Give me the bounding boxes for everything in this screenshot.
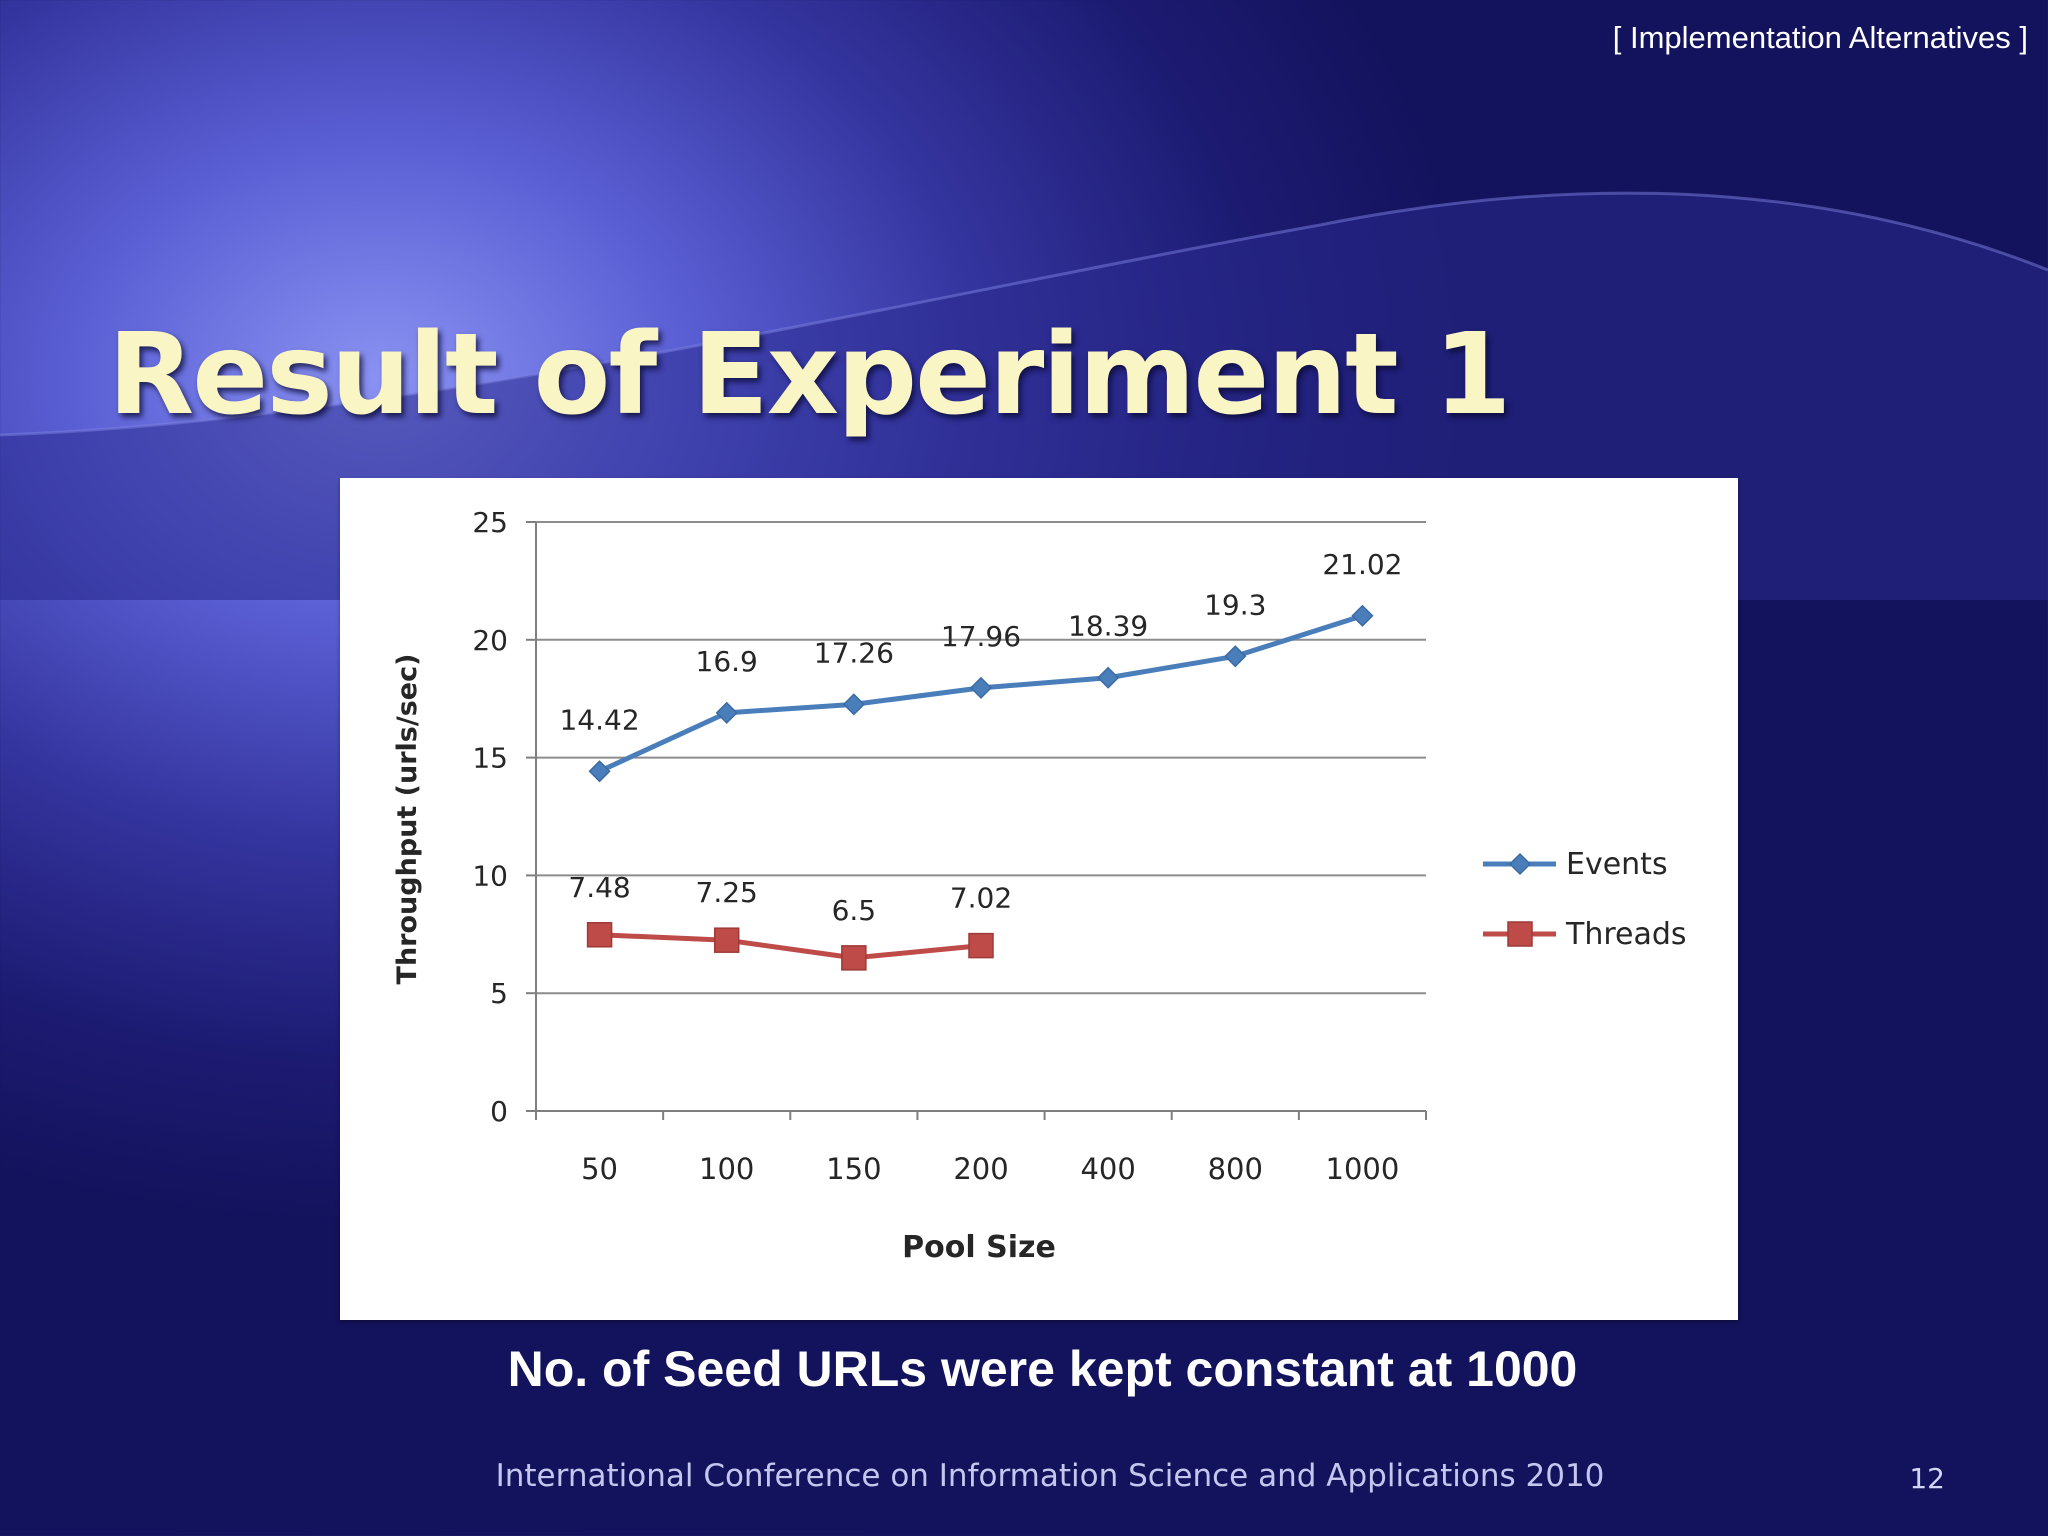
data-label: 7.25 (696, 876, 758, 909)
legend-label-threads: Threads (1565, 917, 1687, 952)
x-tick-label: 150 (826, 1152, 881, 1186)
section-tag: [ Implementation Alternatives ] (1612, 20, 2028, 55)
data-point-events (842, 693, 865, 716)
data-label: 16.9 (696, 645, 758, 678)
data-point-events (1224, 645, 1247, 668)
data-point-threads (968, 932, 994, 959)
x-tick-label: 400 (1080, 1152, 1135, 1186)
legend-marker-events (1508, 852, 1532, 876)
x-tick-label: 50 (581, 1152, 618, 1186)
axes: 0 5 10 15 20 25 50 100 150 200 400 800 1000 (472, 506, 1427, 1186)
y-tick-label: 0 (490, 1095, 508, 1128)
page-number: 12 (1909, 1462, 1945, 1495)
data-point-events (1097, 666, 1120, 689)
x-axis-title: Pool Size (902, 1230, 1056, 1265)
x-tick-label: 1000 (1326, 1152, 1400, 1186)
data-label: 18.39 (1068, 610, 1148, 643)
line-chart: 0 5 10 15 20 25 50 100 150 200 400 800 1000 14.42 16.… (392, 506, 1687, 1265)
data-point-events (969, 676, 993, 699)
y-tick-label: 10 (472, 859, 508, 892)
x-tick-label: 800 (1208, 1152, 1263, 1186)
legend-label-events: Events (1566, 847, 1668, 882)
data-point-events (1351, 604, 1374, 627)
y-tick-label: 20 (472, 624, 508, 657)
x-tick-label: 100 (699, 1152, 754, 1186)
slide-caption: No. of Seed URLs were kept constant at 1… (507, 1341, 1578, 1397)
data-label: 6.5 (832, 894, 877, 927)
legend: Events Threads (1483, 847, 1687, 952)
y-axis-title: Throughput (urls/sec) (392, 654, 423, 985)
gridlines (536, 521, 1426, 995)
y-tick-label: 25 (472, 506, 508, 539)
chart-panel: 0 5 10 15 20 25 50 100 150 200 400 800 1000 14.42 16.… (340, 478, 1738, 1320)
legend-marker-threads (1507, 921, 1533, 947)
data-label: 17.96 (941, 620, 1021, 653)
data-point-threads (841, 945, 867, 971)
series-line-threads (599, 932, 982, 961)
data-point-events (588, 760, 611, 783)
data-label: 19.3 (1204, 588, 1266, 621)
y-tick-label: 5 (490, 977, 508, 1010)
y-tick-label: 15 (472, 742, 508, 775)
data-label: 7.02 (950, 882, 1012, 915)
data-label: 14.42 (559, 703, 639, 736)
slide-title: Result of Experiment 1 (108, 310, 1512, 440)
x-tick-label: 200 (953, 1152, 1008, 1186)
data-label: 17.26 (814, 636, 894, 669)
series (586, 604, 1374, 971)
slide-footer: International Conference on Information … (495, 1458, 1605, 1494)
data-label: 7.48 (568, 871, 630, 904)
data-labels: 14.42 16.9 17.26 17.96 18.39 19.3 21.02 7.48 7.2… (559, 548, 1402, 927)
data-label: 21.02 (1322, 548, 1402, 581)
data-point-threads (586, 922, 613, 948)
data-point-events (715, 701, 738, 724)
data-point-threads (713, 927, 740, 953)
